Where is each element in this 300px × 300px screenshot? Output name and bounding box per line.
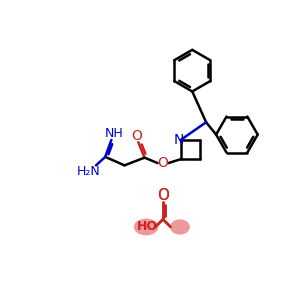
Text: H₂N: H₂N (76, 165, 100, 178)
Text: O: O (131, 129, 142, 143)
Ellipse shape (171, 220, 189, 234)
Text: O: O (158, 156, 168, 170)
Text: O: O (157, 188, 169, 203)
Ellipse shape (134, 219, 158, 235)
Text: NH: NH (105, 127, 124, 140)
Text: HO: HO (137, 220, 158, 233)
Text: O: O (157, 188, 169, 203)
Text: N: N (174, 133, 184, 147)
